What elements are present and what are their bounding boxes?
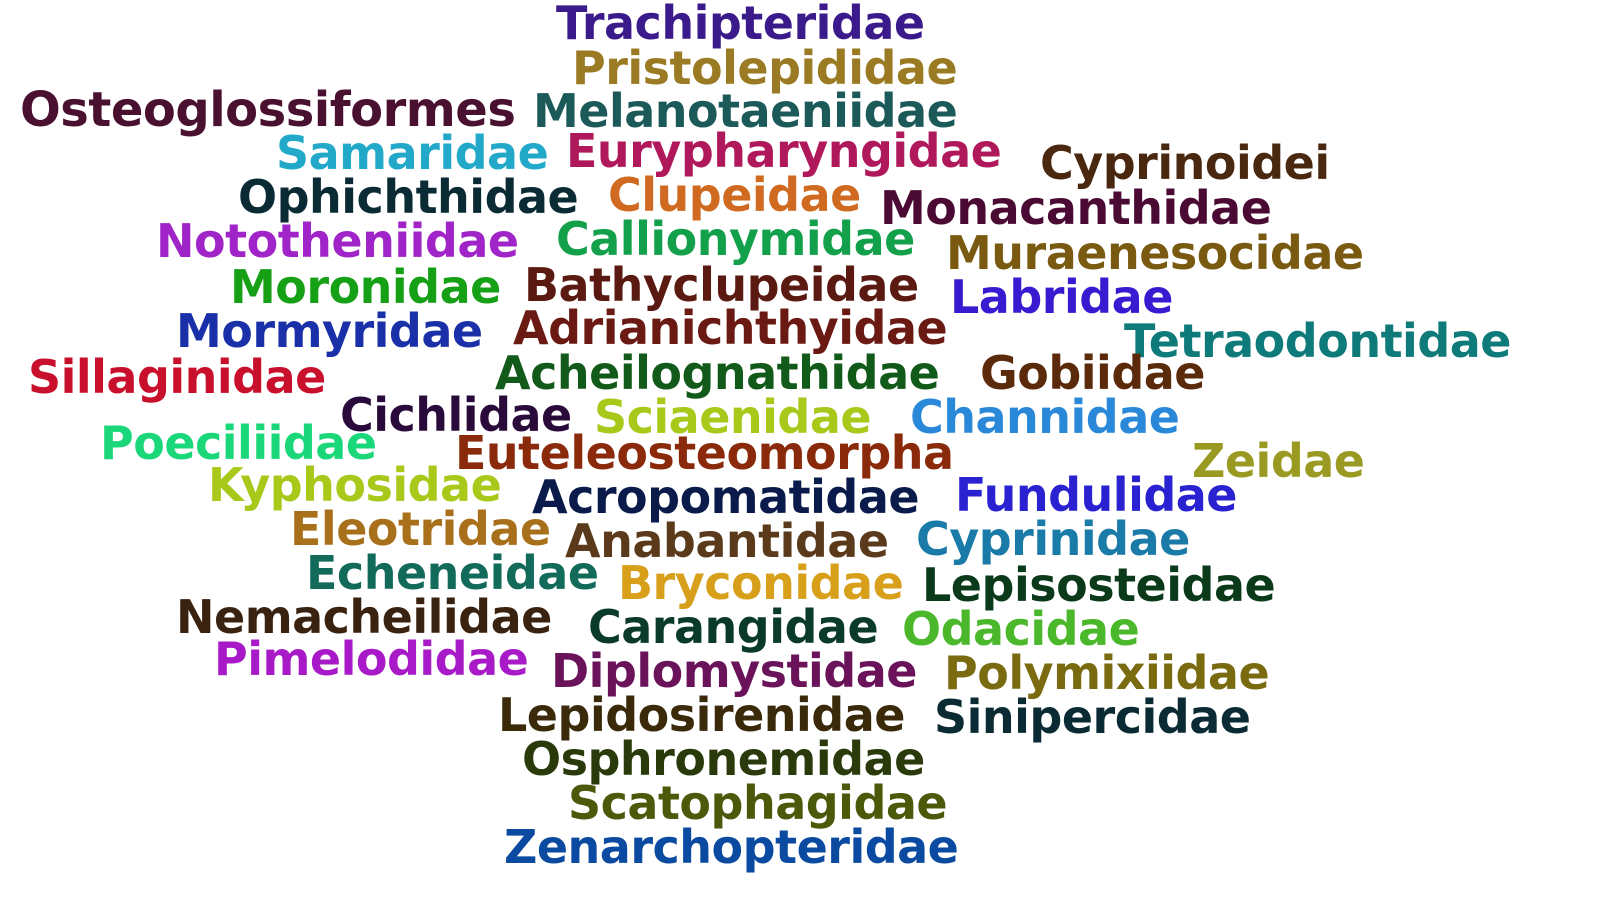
word-bathyclupeidae: Bathyclupeidae (524, 258, 919, 312)
word-osteoglossiformes: Osteoglossiformes (20, 82, 516, 138)
word-pimelodidae: Pimelodidae (214, 632, 529, 686)
word-kyphosidae: Kyphosidae (208, 458, 502, 512)
word-ophichthidae: Ophichthidae (238, 170, 579, 224)
word-zenarchopteridae: Zenarchopteridae (504, 820, 959, 874)
word-sillaginidae: Sillaginidae (28, 350, 326, 404)
word-acheilognathidae: Acheilognathidae (495, 346, 940, 400)
word-scatophagidae: Scatophagidae (568, 776, 948, 830)
word-sciaenidae: Sciaenidae (594, 390, 872, 444)
word-monacanthidae: Monacanthidae (880, 181, 1272, 235)
word-pristolepididae: Pristolepididae (572, 41, 958, 95)
word-channidae: Channidae (910, 390, 1180, 444)
word-mormyridae: Mormyridae (176, 304, 483, 358)
word-callionymidae: Callionymidae (556, 212, 915, 266)
word-samaridae: Samaridae (276, 126, 549, 180)
word-poeciliidae: Poeciliidae (100, 416, 377, 470)
word-osphronemidae: Osphronemidae (522, 732, 925, 786)
word-echeneidae: Echeneidae (306, 546, 599, 600)
word-tetraodontidae: Tetraodontidae (1124, 314, 1512, 368)
word-muraenesocidae: Muraenesocidae (946, 226, 1364, 280)
word-cichlidae: Cichlidae (340, 388, 572, 442)
word-gobiidae: Gobiidae (980, 346, 1206, 400)
word-euteleosteomorpha: Euteleosteomorpha (455, 426, 954, 480)
word-sinipercidae: Sinipercidae (934, 690, 1251, 744)
word-zeidae: Zeidae (1192, 434, 1365, 488)
word-labridae: Labridae (950, 270, 1173, 324)
word-trachipteridae: Trachipteridae (556, 0, 925, 50)
word-eleotridae: Eleotridae (290, 502, 551, 556)
word-odacidae: Odacidae (902, 602, 1140, 656)
word-eurypharyngidae: Eurypharyngidae (566, 124, 1002, 178)
word-melanotaeniidae: Melanotaeniidae (533, 84, 958, 138)
word-lepisosteidae: Lepisosteidae (922, 558, 1276, 612)
word-clupeidae: Clupeidae (608, 168, 861, 222)
word-moronidae: Moronidae (230, 260, 501, 314)
word-diplomystidae: Diplomystidae (551, 644, 917, 698)
word-acropomatidae: Acropomatidae (532, 470, 920, 524)
word-fundulidae: Fundulidae (955, 468, 1238, 522)
word-adrianichthyidae: Adrianichthyidae (513, 301, 948, 355)
word-polymixiidae: Polymixiidae (944, 646, 1270, 700)
word-carangidae: Carangidae (588, 600, 879, 654)
word-nototheniidae: Nototheniidae (156, 214, 519, 268)
word-cyprinoidei: Cyprinoidei (1040, 136, 1330, 190)
word-lepidosirenidae: Lepidosirenidae (498, 688, 905, 742)
word-bryconidae: Bryconidae (618, 556, 904, 610)
word-cyprinidae: Cyprinidae (916, 512, 1190, 566)
word-anabantidae: Anabantidae (565, 514, 889, 568)
word-nemacheilidae: Nemacheilidae (176, 590, 552, 644)
